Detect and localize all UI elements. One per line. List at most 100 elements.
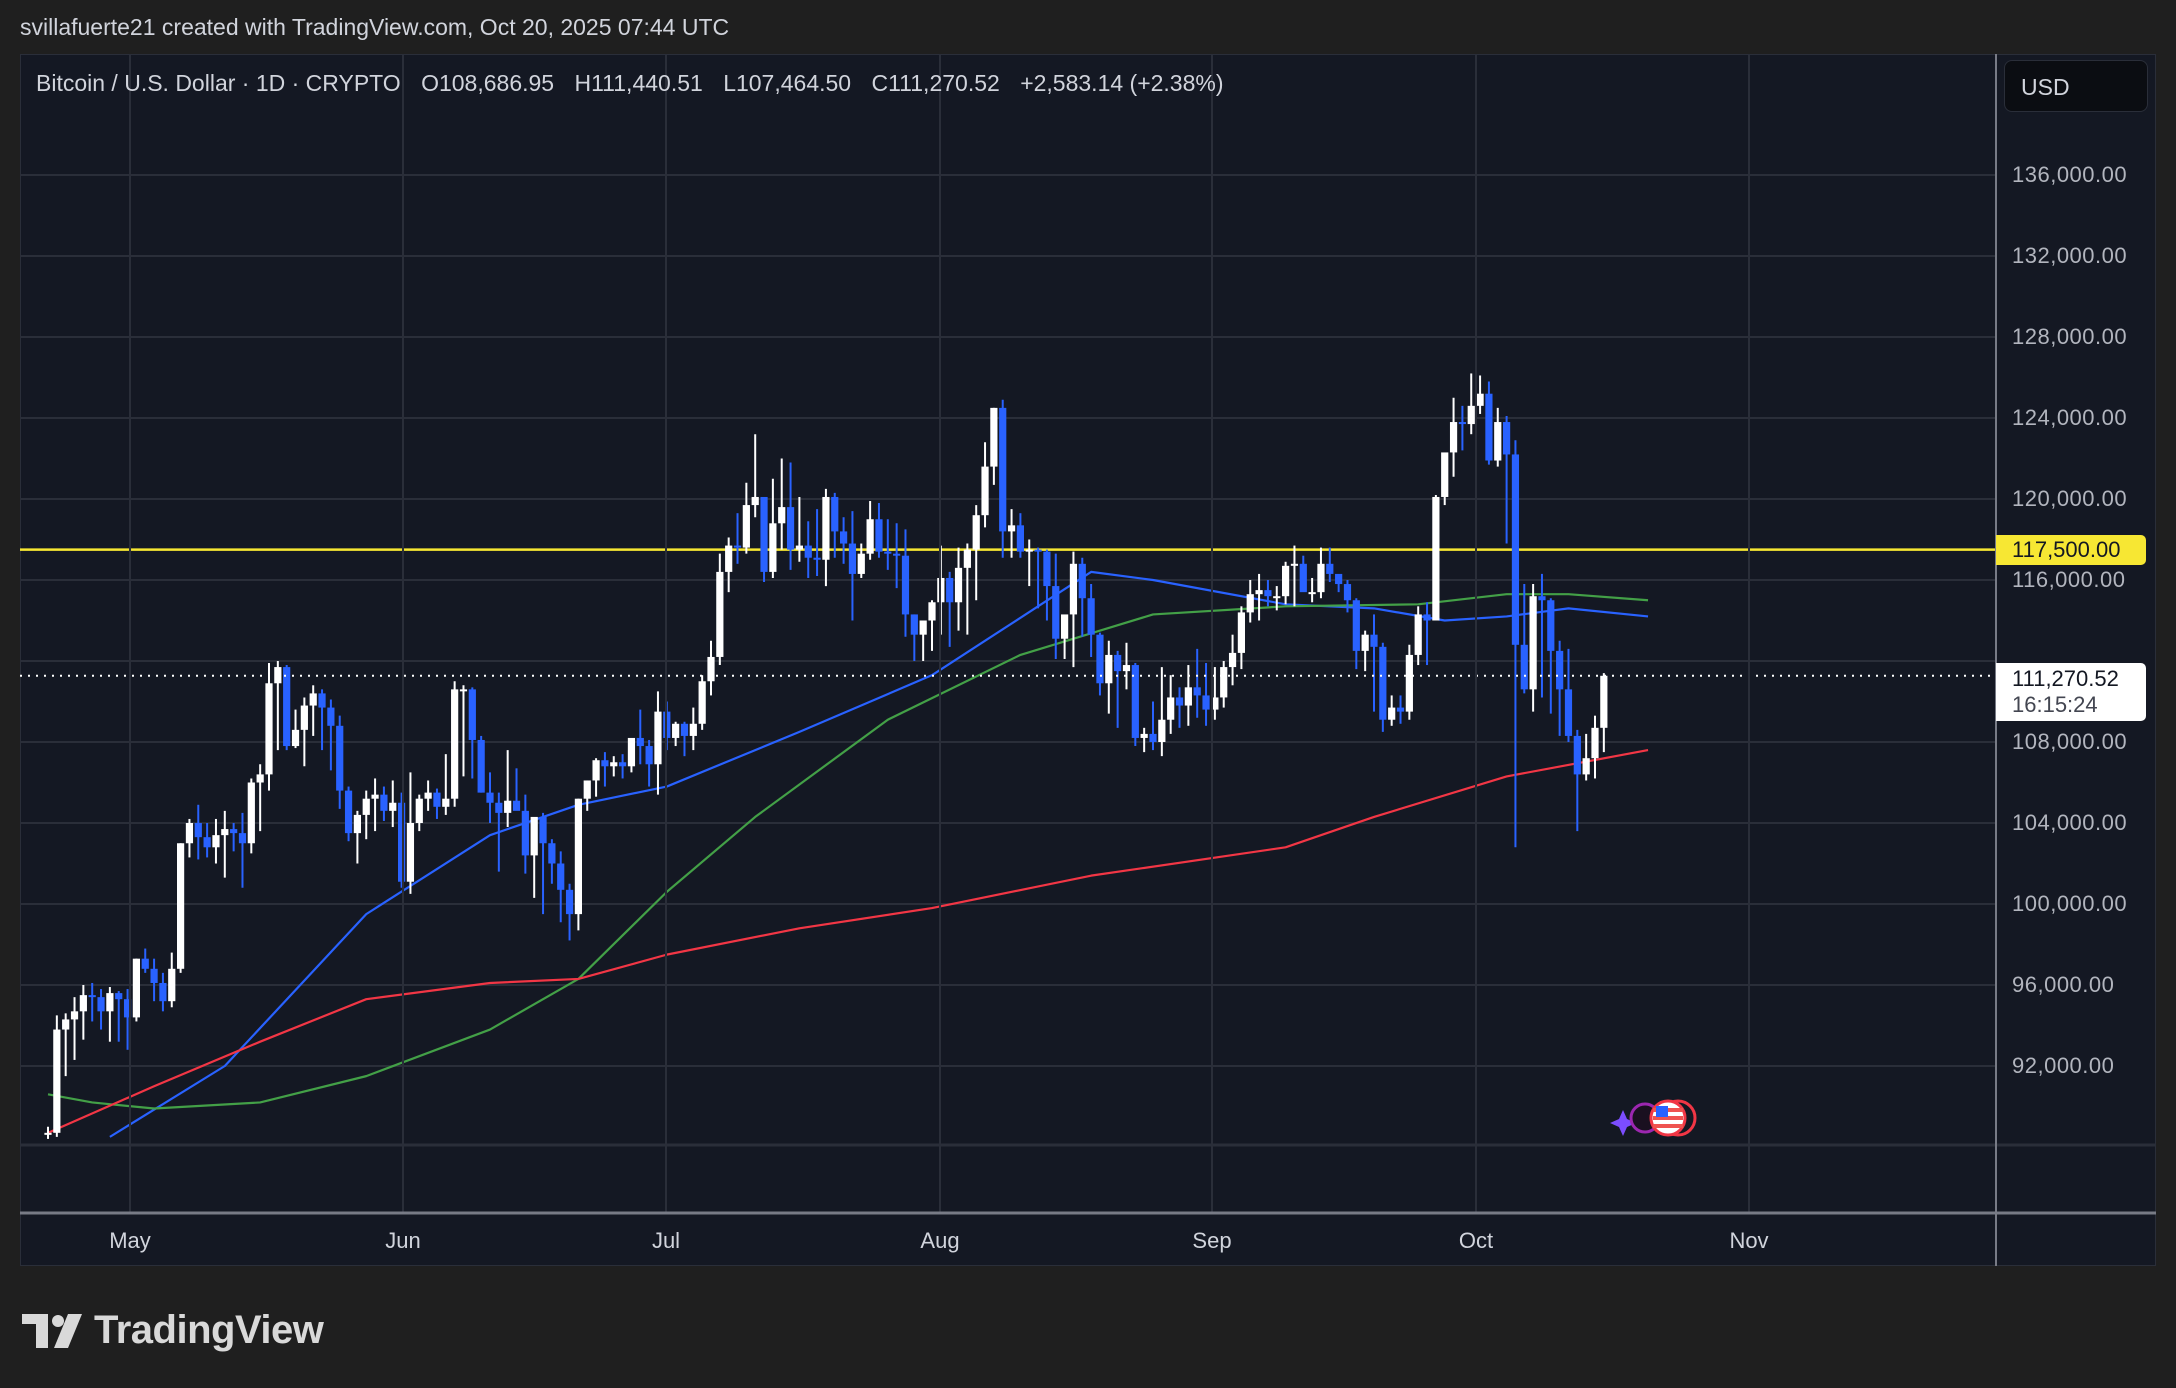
- candle: [230, 829, 238, 834]
- candle: [1078, 563, 1086, 599]
- candle: [1246, 594, 1254, 613]
- candle: [1016, 525, 1024, 552]
- candle: [521, 810, 529, 856]
- last-price-value: 111,270.52: [2012, 665, 2119, 691]
- candle: [954, 567, 963, 603]
- candle: [1503, 422, 1511, 455]
- candle: [247, 782, 255, 844]
- candle: [1308, 592, 1316, 595]
- price-axis-label: 124,000.00: [2012, 405, 2128, 430]
- candle: [1485, 393, 1493, 461]
- candle: [574, 798, 582, 915]
- price-axis-label: 136,000.00: [2012, 162, 2128, 187]
- horizontal-level-tag: 117,500.00: [1996, 534, 2146, 565]
- moving-average-line: [47, 593, 1649, 1110]
- candle: [336, 725, 344, 791]
- candle: [1343, 584, 1352, 601]
- candle: [733, 545, 742, 548]
- candle: [212, 835, 220, 848]
- candle: [698, 681, 706, 724]
- candle: [645, 746, 653, 765]
- candle: [433, 792, 441, 807]
- candle: [548, 843, 556, 864]
- candle: [1449, 422, 1458, 453]
- candle: [415, 798, 423, 823]
- chart-credit: svillafuerte21 created with TradingView.…: [20, 14, 730, 40]
- candle: [795, 545, 803, 550]
- candle: [557, 863, 565, 890]
- candle: [831, 496, 839, 532]
- logo-text: TradingView: [94, 1308, 324, 1352]
- candle: [1299, 563, 1307, 593]
- candle: [1184, 687, 1192, 706]
- candle: [972, 515, 980, 550]
- candle: [1556, 650, 1564, 690]
- candle: [1122, 665, 1131, 672]
- price-axis-label: 104,000.00: [2012, 810, 2128, 835]
- candle: [672, 723, 680, 738]
- candle: [539, 816, 547, 844]
- candle: [963, 549, 971, 568]
- candle: [468, 689, 476, 740]
- price-axis-label: 108,000.00: [2012, 729, 2128, 754]
- candle: [1087, 598, 1095, 635]
- candle: [1529, 596, 1537, 690]
- candle: [751, 496, 759, 506]
- candle: [44, 1132, 52, 1135]
- candle: [1591, 727, 1599, 759]
- candle: [106, 993, 114, 1012]
- candle: [1317, 563, 1325, 593]
- open-value: O108,686.95: [421, 70, 555, 96]
- candle: [132, 958, 140, 1018]
- candle: [97, 997, 105, 1012]
- candle: [627, 737, 636, 767]
- candle: [725, 545, 733, 572]
- time-axis-label: Sep: [1192, 1228, 1232, 1253]
- symbol-label[interactable]: Bitcoin / U.S. Dollar · 1D · CRYPTO: [36, 70, 401, 96]
- candle: [1405, 654, 1413, 712]
- candle: [680, 723, 689, 736]
- candle: [990, 407, 998, 467]
- candle: [1158, 719, 1166, 742]
- candle: [707, 656, 715, 682]
- candle: [380, 794, 388, 811]
- time-axis-label: Aug: [920, 1228, 960, 1253]
- candle: [300, 705, 308, 730]
- candle: [389, 802, 397, 811]
- candle: [406, 823, 415, 882]
- candle: [1131, 665, 1139, 738]
- candle: [1414, 614, 1422, 655]
- candle: [813, 557, 821, 560]
- candle: [716, 571, 724, 657]
- candle: [928, 602, 936, 621]
- last-price-tag: 111,270.52 16:15:24: [1996, 662, 2146, 721]
- candle: [185, 823, 194, 844]
- candle: [1326, 563, 1334, 574]
- ohlc-legend: Bitcoin / U.S. Dollar · 1D · CRYPTO O108…: [36, 70, 1238, 97]
- candle: [857, 553, 865, 574]
- candle: [459, 689, 468, 692]
- candle: [168, 968, 176, 1002]
- candle: [919, 620, 927, 635]
- candle: [1034, 549, 1042, 552]
- candle: [981, 466, 989, 516]
- candle: [654, 711, 662, 765]
- candle: [1105, 654, 1113, 684]
- candle: [1255, 590, 1263, 595]
- price-axis-label: 96,000.00: [2012, 972, 2115, 997]
- candle: [1388, 707, 1396, 720]
- candle: [1476, 393, 1484, 406]
- candle: [1149, 733, 1157, 742]
- candle: [221, 829, 229, 836]
- candle: [1052, 586, 1060, 639]
- candle: [1335, 573, 1343, 585]
- candle: [1167, 697, 1175, 720]
- candle: [822, 496, 830, 560]
- candle: [1441, 452, 1449, 497]
- candle: [495, 802, 503, 813]
- candle: [1396, 707, 1405, 712]
- candle: [866, 519, 874, 554]
- candle: [70, 1011, 79, 1020]
- currency-button[interactable]: USD: [2004, 60, 2148, 112]
